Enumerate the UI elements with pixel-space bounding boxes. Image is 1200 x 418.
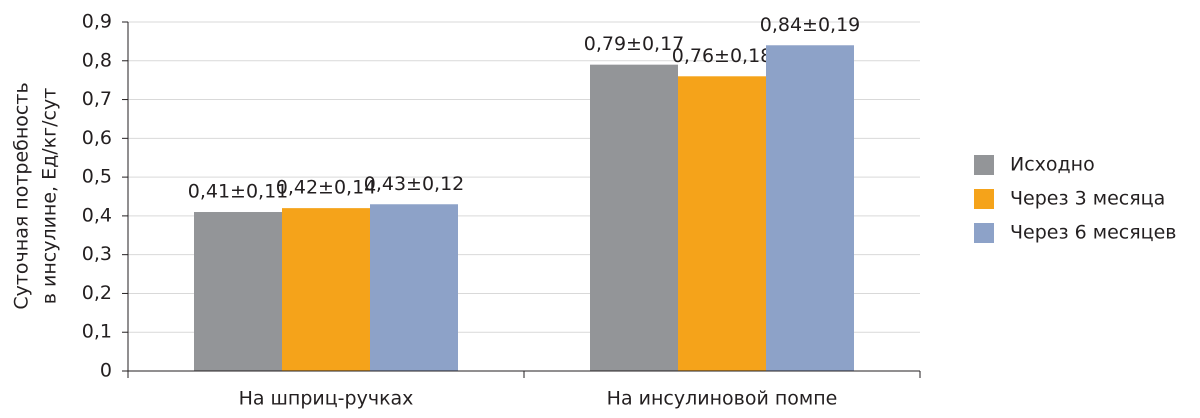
y-tick-label: 0,4 [82, 204, 112, 226]
legend-swatch [974, 223, 994, 243]
y-tick-label: 0,9 [82, 11, 112, 33]
y-axis-label: Суточная потребность [11, 82, 33, 309]
data-label: 0,76±0,18 [672, 45, 773, 67]
x-tick-label: На шприц-ручках [239, 388, 414, 410]
data-label: 0,84±0,19 [760, 14, 861, 36]
legend-swatch [974, 155, 994, 175]
legend-label: Исходно [1010, 154, 1095, 176]
bar [282, 208, 370, 371]
y-tick-label: 0,5 [82, 166, 112, 188]
bar [194, 212, 282, 371]
y-tick-label: 0,8 [82, 49, 112, 71]
y-tick-label: 0,6 [82, 127, 112, 149]
x-tick-label: На инсулиновой помпе [607, 388, 838, 410]
y-tick-label: 0,2 [82, 282, 112, 304]
y-tick-label: 0,3 [82, 243, 112, 265]
legend-label: Через 6 месяцев [1010, 222, 1176, 244]
data-label: 0,41±0,11 [188, 181, 289, 203]
bar [590, 64, 678, 372]
data-label: 0,43±0,12 [364, 173, 465, 195]
legend-label: Через 3 месяца [1010, 188, 1165, 210]
y-tick-label: 0,1 [82, 321, 112, 343]
data-label: 0,79±0,17 [584, 33, 685, 55]
bar [678, 76, 766, 372]
y-tick-label: 0 [100, 360, 112, 382]
y-axis-label: в инсулине, Ед/кг/сут [39, 88, 61, 305]
bar [370, 204, 458, 371]
bar [766, 45, 854, 372]
data-label: 0,42±0,14 [276, 177, 377, 199]
y-tick-label: 0,7 [82, 88, 112, 110]
legend-swatch [974, 189, 994, 209]
